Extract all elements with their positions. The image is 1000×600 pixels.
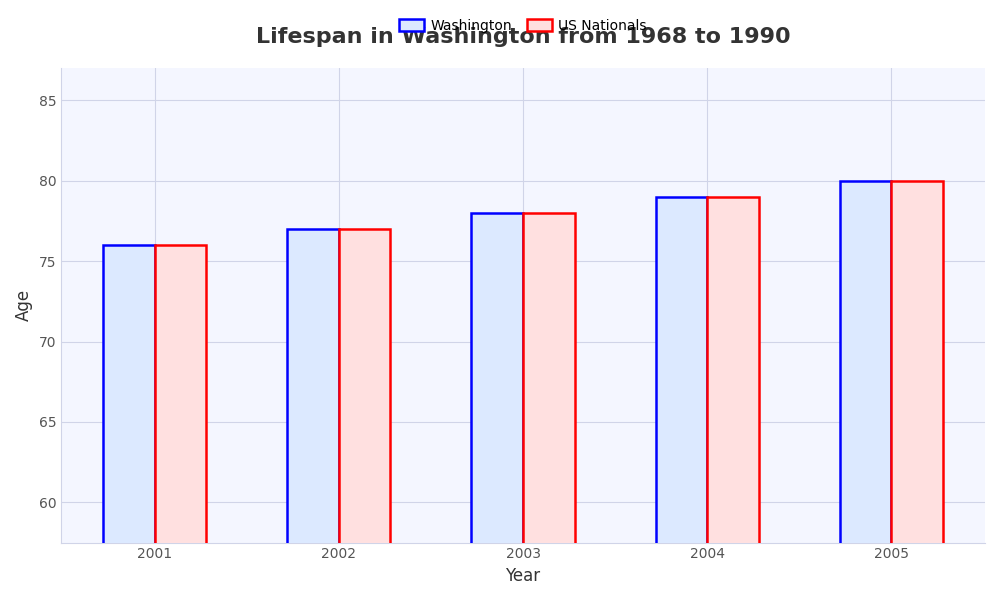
- Bar: [287, 229, 339, 600]
- Bar: [523, 213, 575, 600]
- Bar: [471, 213, 523, 600]
- Y-axis label: Age: Age: [15, 289, 33, 322]
- Bar: [339, 229, 390, 600]
- Bar: [656, 197, 707, 600]
- Bar: [891, 181, 943, 600]
- Legend: Washington, US Nationals: Washington, US Nationals: [394, 13, 653, 38]
- Bar: [707, 197, 759, 600]
- X-axis label: Year: Year: [505, 567, 541, 585]
- Title: Lifespan in Washington from 1968 to 1990: Lifespan in Washington from 1968 to 1990: [256, 27, 790, 47]
- Bar: [840, 181, 891, 600]
- Bar: [155, 245, 206, 600]
- Bar: [103, 245, 155, 600]
